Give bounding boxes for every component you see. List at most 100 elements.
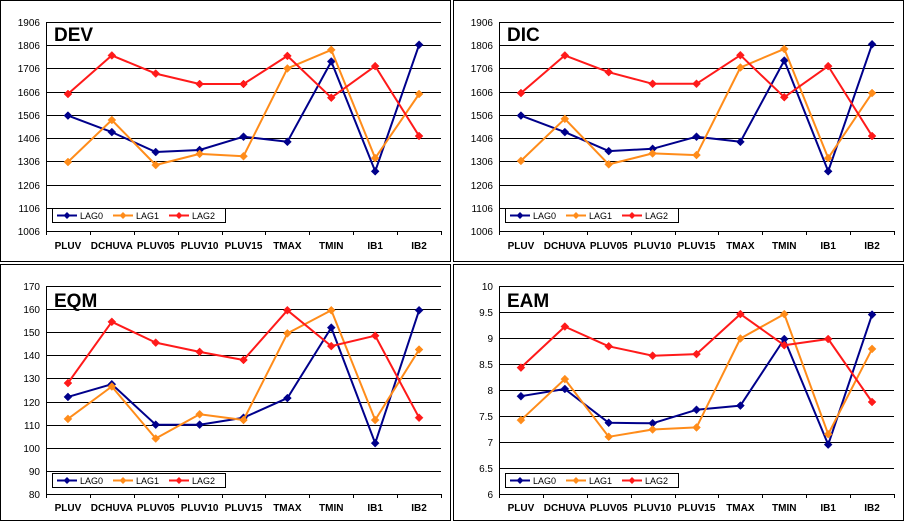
y-tick-label: 8 (487, 386, 493, 397)
data-point-lag0 (823, 440, 833, 449)
legend-box (52, 208, 226, 223)
chart-title: DIC (507, 25, 540, 46)
y-tick-label: 9 (487, 334, 493, 345)
data-point-lag2 (63, 89, 73, 99)
data-point-lag2 (239, 79, 248, 89)
legend: LAG0 LAG1 LAG2 (505, 208, 679, 223)
data-point-lag1 (414, 345, 424, 354)
data-point-lag0 (151, 420, 161, 430)
legend-label-lag1: LAG1 (136, 211, 159, 221)
x-tick-label: DCHUVA (91, 241, 133, 252)
data-point-lag1 (736, 63, 745, 72)
data-point-lag2 (779, 92, 789, 102)
data-point-lag2 (283, 305, 292, 315)
data-point-lag2 (604, 67, 614, 77)
legend-marker-lag2 (175, 212, 183, 219)
legend: LAG0 LAG1 LAG2 (52, 208, 226, 223)
data-point-lag0 (63, 111, 73, 120)
data-point-lag0 (867, 39, 877, 49)
data-point-lag2 (151, 69, 161, 78)
x-tick-label: DCHUVA (91, 503, 133, 514)
data-point-lag2 (560, 51, 570, 60)
x-tick-label: PLUV10 (181, 503, 219, 514)
y-tick-label: 1406 (471, 134, 494, 145)
data-point-lag2 (648, 351, 657, 361)
data-point-lag2 (283, 51, 292, 61)
data-point-lag0 (604, 418, 614, 428)
data-point-lag2 (63, 378, 73, 388)
data-point-lag1 (107, 382, 117, 391)
data-point-lag2 (736, 50, 745, 60)
data-point-lag2 (195, 79, 204, 89)
data-point-lag2 (823, 61, 833, 71)
chart-panel-dev: 1006 1106 1206 1306 1406 1506 1606 1706 1806 1906… (0, 0, 451, 262)
x-tick-label: PLUV15 (678, 503, 716, 514)
x-tick-label: IB2 (864, 241, 880, 252)
data-point-lag0 (326, 57, 336, 66)
chart-svg: 80 90 100 110 120 130 140 150 160 170 PLUV DCHUVA PL… (0, 264, 451, 521)
legend-label-lag1: LAG1 (136, 476, 159, 486)
data-point-lag2 (195, 347, 204, 357)
data-point-lag2 (779, 340, 789, 350)
data-point-lag0 (692, 132, 701, 142)
data-point-lag1 (151, 160, 161, 170)
y-tick-label: 1506 (471, 111, 494, 122)
data-point-lag0 (239, 132, 248, 142)
legend-box (52, 473, 226, 488)
y-tick-label: 1206 (18, 181, 41, 192)
data-point-lag1 (779, 44, 789, 54)
data-point-lag2 (692, 349, 701, 359)
y-tick-label: 7 (487, 438, 493, 449)
y-tick-label: 6 (487, 490, 493, 501)
y-tick-label: 1906 (471, 18, 494, 29)
x-tick-label: IB2 (864, 503, 880, 514)
y-tick-label: 1906 (18, 18, 41, 29)
legend: LAG0 LAG1 LAG2 (52, 473, 226, 488)
chart-panel-eqm: 80 90 100 110 120 130 140 150 160 170 PLUV DCHUVA PL… (0, 264, 451, 521)
x-tick-label: PLUV05 (590, 241, 628, 252)
y-tick-label: 110 (24, 421, 40, 432)
legend-marker-lag1 (572, 477, 580, 484)
legend-label-lag0: LAG0 (80, 211, 103, 221)
data-point-lag1 (736, 334, 745, 343)
chart-title: DEV (54, 25, 93, 46)
data-point-lag2 (151, 338, 161, 347)
data-point-lag1 (516, 415, 526, 425)
data-point-lag1 (779, 309, 789, 319)
legend-label-lag0: LAG0 (80, 476, 103, 486)
y-tick-label: 120 (23, 398, 40, 409)
legend-marker-lag1 (119, 212, 127, 219)
data-point-lag2 (107, 317, 117, 327)
data-point-lag2 (326, 341, 336, 351)
chart-panel-dic: 1006 1106 1206 1306 1406 1506 1606 1706 1806 1906… (453, 0, 904, 262)
data-point-lag2 (648, 79, 657, 89)
x-tick-label: PLUV15 (225, 503, 263, 514)
data-point-lag2 (604, 341, 614, 351)
data-point-lag0 (560, 127, 570, 137)
data-point-lag2 (370, 61, 380, 71)
x-tick-label: PLUV15 (678, 241, 716, 252)
data-point-lag0 (326, 323, 336, 332)
data-point-lag1 (692, 150, 701, 160)
x-tick-label: PLUV05 (137, 503, 175, 514)
y-tick-label: 80 (29, 490, 41, 501)
legend-marker-lag2 (628, 212, 636, 219)
legend-label-lag0: LAG0 (533, 476, 556, 486)
legend-label-lag0: LAG0 (533, 211, 556, 221)
data-point-lag0 (107, 127, 117, 137)
data-point-lag0 (516, 391, 526, 401)
data-point-lag1 (516, 156, 526, 166)
legend: LAG0 LAG1 LAG2 (505, 473, 679, 488)
legend-marker-lag0 (63, 477, 71, 484)
x-tick-label: TMAX (726, 241, 755, 252)
data-point-lag2 (326, 93, 336, 103)
data-point-lag1 (326, 305, 336, 315)
y-tick-label: 1006 (471, 227, 494, 238)
y-tick-label: 1306 (471, 157, 494, 168)
data-point-lag0 (560, 384, 570, 394)
y-tick-label: 170 (23, 282, 40, 293)
legend-label-lag1: LAG1 (589, 211, 612, 221)
data-point-lag1 (239, 415, 248, 425)
y-tick-label: 1806 (471, 41, 494, 52)
x-tick-label: TMAX (273, 503, 302, 514)
